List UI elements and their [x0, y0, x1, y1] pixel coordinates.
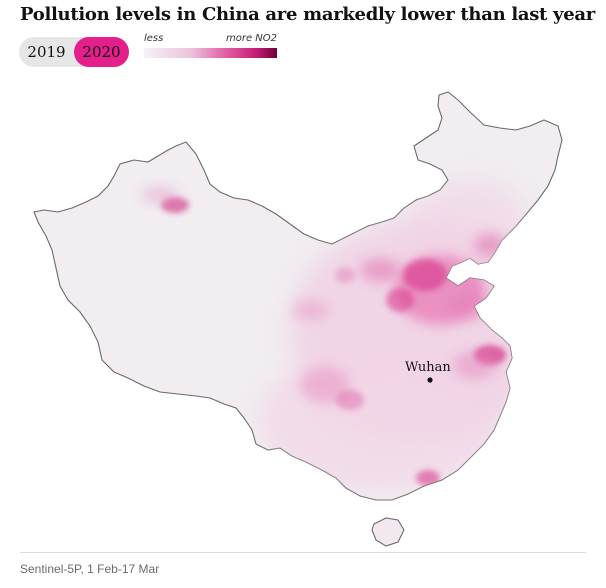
- legend-gradient-bar: [144, 48, 277, 58]
- wuhan-city-marker: [427, 377, 433, 383]
- china-no2-map: Wuhan: [33, 91, 563, 547]
- chart-title: Pollution levels in China are markedly l…: [20, 4, 595, 25]
- toggle-2019-button[interactable]: 2019: [27, 43, 66, 61]
- source-note: Sentinel-5P, 1 Feb-17 Mar: [20, 562, 160, 576]
- year-toggle[interactable]: 2019 2020: [19, 37, 129, 67]
- legend-more-label: more NO2: [226, 33, 278, 44]
- wuhan-city-label: Wuhan: [405, 360, 451, 375]
- legend-less-label: less: [144, 33, 164, 44]
- toggle-2020-button[interactable]: 2020: [74, 37, 129, 67]
- source-divider: [20, 552, 586, 553]
